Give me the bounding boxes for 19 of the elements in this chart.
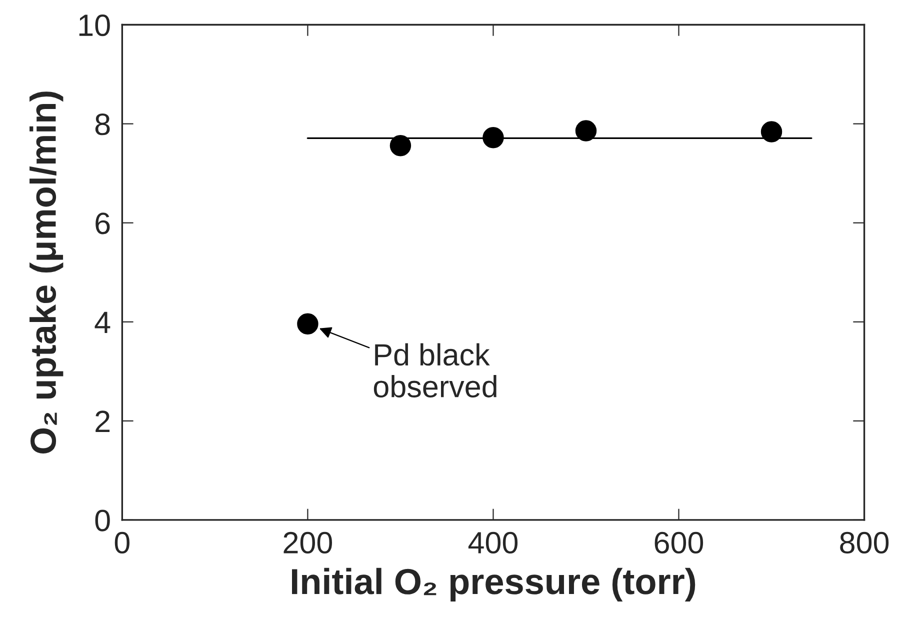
x-tick-label: 400 (468, 532, 518, 554)
point (297, 313, 318, 334)
x-tick-label: 800 (840, 532, 889, 554)
y-axis-title: O₂ uptake (μmol/min) (30, 92, 64, 454)
x-tick-label: 200 (284, 532, 332, 554)
y-tick-label: 10 (79, 14, 110, 36)
x-tick-label: 600 (654, 532, 704, 554)
y-tick-label: 6 (96, 212, 110, 234)
point (760, 121, 782, 142)
y-tick-label: 0 (95, 510, 110, 532)
y-tick-label: 4 (94, 312, 110, 333)
x-tick-label: 0 (114, 532, 130, 554)
x-axis-title: Initial O₂ pressure (torr) (292, 568, 696, 602)
y-tick-label: 2 (96, 410, 110, 432)
y-tick-label: 8 (95, 114, 110, 136)
point (482, 127, 504, 148)
point (575, 120, 597, 142)
point (390, 134, 412, 156)
annotation: Pd black observed (374, 343, 496, 398)
